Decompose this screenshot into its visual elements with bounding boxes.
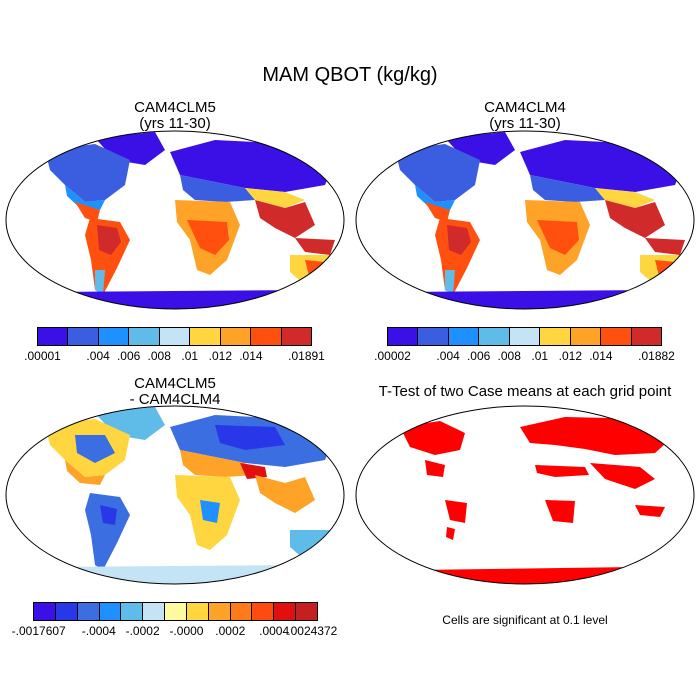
panel1-title-line1: CAM4CLM5 bbox=[134, 99, 216, 116]
colorbar-label: .01 bbox=[531, 349, 549, 363]
colorbar-swatch bbox=[121, 603, 144, 620]
panel2-title-line1: CAM4CLM4 bbox=[484, 99, 566, 116]
colorbar-label: .006 bbox=[116, 349, 141, 363]
colorbar-label: .01891 bbox=[288, 349, 325, 363]
colorbar-swatch bbox=[631, 328, 661, 345]
colorbar-label: .01882 bbox=[638, 349, 675, 363]
map-panel3 bbox=[5, 405, 345, 585]
colorbar-swatch bbox=[418, 328, 449, 345]
colorbar-swatch bbox=[601, 328, 632, 345]
colorbar-label: .006 bbox=[466, 349, 491, 363]
colorbar-label: .014 bbox=[589, 349, 613, 363]
colorbar-label: .00002 bbox=[374, 349, 411, 363]
map2-land bbox=[375, 132, 685, 309]
colorbar-swatch bbox=[68, 328, 99, 345]
colorbar-label: .008 bbox=[497, 349, 521, 363]
panel3-title: CAM4CLM5 - CAM4CLM4 bbox=[25, 376, 325, 408]
panel1-title-line2: (yrs 11-30) bbox=[139, 115, 211, 132]
colorbar-label: .004 bbox=[436, 349, 460, 363]
panel2-title-line2: (yrs 11-30) bbox=[489, 115, 561, 132]
colorbar-swatch bbox=[230, 603, 253, 620]
colorbar-swatch bbox=[296, 603, 317, 620]
colorbar-label: .00001 bbox=[24, 349, 61, 363]
colorbar-label: .01 bbox=[181, 349, 199, 363]
colorbar-label: .004 bbox=[86, 349, 110, 363]
colorbar-swatch bbox=[99, 603, 122, 620]
colorbar-swatch bbox=[388, 328, 419, 345]
map-panel1 bbox=[5, 130, 345, 310]
colorbar-panel2 bbox=[387, 327, 662, 346]
colorbar-swatch bbox=[129, 328, 160, 345]
colorbar-label: -.0000 bbox=[169, 624, 204, 638]
panel1-title: CAM4CLM5 (yrs 11-30) bbox=[25, 100, 325, 132]
panel4-note: Cells are significant at 0.1 level bbox=[442, 613, 608, 627]
colorbar-label: -.0017607 bbox=[11, 624, 66, 638]
colorbar-swatch bbox=[190, 328, 221, 345]
colorbar-swatch bbox=[55, 603, 78, 620]
map-panel4 bbox=[355, 405, 695, 585]
colorbar-label: .0004 bbox=[259, 624, 290, 638]
colorbar-swatch bbox=[570, 328, 602, 345]
colorbar-label: .0024372 bbox=[287, 624, 338, 638]
colorbar-label: -.0002 bbox=[125, 624, 160, 638]
colorbar-swatch bbox=[77, 603, 100, 620]
colorbar-label: -.0004 bbox=[81, 624, 116, 638]
colorbar-swatch bbox=[208, 603, 231, 620]
colorbar-swatch bbox=[252, 603, 275, 620]
colorbar-swatch bbox=[165, 603, 187, 620]
colorbar-swatch bbox=[251, 328, 282, 345]
colorbar-swatch bbox=[479, 328, 510, 345]
panel3-title-line2: - CAM4CLM4 bbox=[129, 391, 221, 408]
colorbar-label: .014 bbox=[239, 349, 263, 363]
panel3-title-line1: CAM4CLM5 bbox=[134, 375, 216, 392]
panel2-title: CAM4CLM4 (yrs 11-30) bbox=[375, 100, 675, 132]
colorbar-swatch bbox=[186, 603, 209, 620]
colorbar-swatch bbox=[274, 603, 297, 620]
colorbar-swatch bbox=[143, 603, 166, 620]
colorbar-label: .012 bbox=[208, 349, 233, 363]
colorbar-swatch bbox=[509, 328, 541, 345]
panel4-title: T-Test of two Case means at each grid po… bbox=[378, 383, 672, 400]
colorbar-swatch bbox=[159, 328, 191, 345]
map-panel2 bbox=[355, 130, 695, 310]
figure-title: MAM QBOT (kg/kg) bbox=[262, 64, 438, 86]
colorbar-label: .008 bbox=[147, 349, 171, 363]
colorbar-swatch bbox=[540, 328, 571, 345]
colorbar-swatch bbox=[448, 328, 480, 345]
colorbar-label: .0002 bbox=[215, 624, 246, 638]
colorbar-panel3 bbox=[33, 602, 318, 621]
colorbar-swatch bbox=[220, 328, 252, 345]
colorbar-swatch bbox=[34, 603, 56, 620]
colorbar-swatch bbox=[98, 328, 130, 345]
colorbar-panel1 bbox=[37, 327, 312, 346]
colorbar-label: .012 bbox=[558, 349, 583, 363]
colorbar-swatch bbox=[281, 328, 311, 345]
colorbar-swatch bbox=[38, 328, 69, 345]
